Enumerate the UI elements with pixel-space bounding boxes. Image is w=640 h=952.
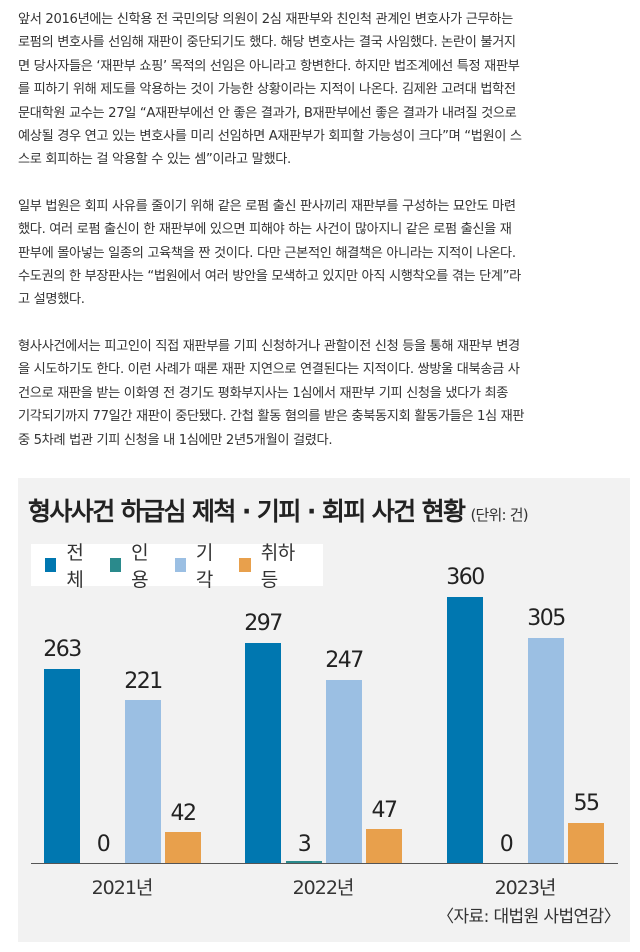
bar-label-2021-rejected: 221 [124, 669, 163, 694]
bar-2021-rejected [125, 700, 161, 863]
bar-label-2023-rejected: 305 [527, 606, 566, 631]
text-line: 수도권의 한 부장판사는 “법원에서 여러 방안을 모색하고 있지만 아직 시행… [18, 269, 521, 285]
chart-panel: 형사사건 하급심 제척 · 기피 · 회피 사건 현황 (단위: 건) 전체 인용… [18, 478, 630, 942]
text-line: 문대학원 교수는 27일 “A재판부에선 안 좋은 결과가, B재판부에선 좋은… [18, 105, 517, 121]
bar-2023-rejected [528, 638, 564, 863]
text-line: 앞서 2016년에는 신학용 전 국민의당 의원이 2심 재판부와 친인척 관계… [18, 12, 513, 27]
chart-title: 형사사건 하급심 제척 · 기피 · 회피 사건 현황 (단위: 건) [28, 492, 529, 528]
legend-label: 인용 [131, 542, 149, 591]
legend-item-total: 전체 [45, 538, 94, 592]
text-line: 형사사건에서는 피고인이 직접 재판부를 기피 신청하거나 관할이전 신청 등을… [18, 338, 520, 354]
bar-label-2022-withdrawn: 47 [371, 798, 399, 823]
text-line: 를 피하기 위해 제도를 악용하는 것이 가능한 상황이라는 지적이 나온다. … [18, 82, 516, 98]
legend-label: 전체 [66, 542, 84, 591]
chart-unit: (단위: 건) [470, 506, 528, 524]
year-label-2022: 2022년 [292, 877, 355, 899]
text-line: 을 시도하기도 한다. 이런 사례가 때론 재판 지연으로 연결된다는 지적이다… [18, 362, 520, 378]
text-line: 고 설명했다. [18, 292, 85, 308]
year-label-2021: 2021년 [91, 877, 154, 899]
text-line: 판부에 몰아넣는 일종의 고육책을 짠 것이다. 다만 근본적인 해결책은 아니… [18, 245, 516, 261]
legend-swatch-icon [45, 558, 57, 572]
bar-label-2021-withdrawn: 42 [170, 801, 198, 826]
bar-label-2023-total: 360 [446, 565, 485, 590]
text-line: 예상될 경우 연고 있는 변호사를 미리 선임하면 A재판부가 회피할 가능성이… [18, 129, 522, 145]
legend-item-granted: 인용 [109, 538, 159, 592]
bar-2022-rejected [326, 680, 362, 863]
bar-2022-total [245, 643, 281, 863]
chart-plot-area: 263 0 221 42 2021년 297 3 247 47 2022년 36… [18, 478, 630, 942]
chart-legend: 전체 인용 기각 취하 등 [31, 542, 323, 591]
bar-2021-withdrawn [165, 832, 201, 863]
bar-label-2022-total: 297 [244, 611, 283, 636]
text-line: 했다. 여러 로펌 출신이 한 재판부에 있으면 피해야 하는 사건이 많아지니… [18, 222, 512, 238]
bar-2022-withdrawn [366, 829, 402, 863]
legend-swatch-icon [109, 558, 122, 572]
bar-label-2023-granted: 0 [499, 832, 514, 857]
bar-label-2021-granted: 0 [96, 832, 111, 857]
chart-baseline [31, 863, 618, 864]
article-paragraph-3: 형사사건에서는 피고인이 직접 재판부를 기피 신청하거나 관할이전 신청 등을… [18, 335, 628, 452]
bar-2021-total [44, 669, 80, 863]
article-body: 앞서 2016년에는 신학용 전 국민의당 의원이 2심 재판부와 친인척 관계… [18, 8, 628, 475]
bar-label-2022-granted: 3 [297, 832, 312, 857]
year-label-2023: 2023년 [494, 877, 557, 899]
text-line: 기각되기까지 77일간 재판이 중단됐다. 간첩 활동 혐의를 받은 충북동지회… [18, 409, 525, 425]
bar-2022-granted [286, 861, 322, 863]
bar-label-2023-withdrawn: 55 [573, 791, 601, 816]
chart-source: 〈자료: 대법원 사법연감〉 [437, 907, 621, 927]
text-line: 면 당사자들은 ‘재판부 쇼핑’ 목적의 선임은 아니라고 항변한다. 하지만 … [18, 58, 520, 74]
text-line: 건으로 재판을 받는 이화영 전 경기도 평화부지사는 1심에서 재판부 기피 … [18, 385, 509, 401]
bar-2023-withdrawn [568, 823, 604, 863]
legend-swatch-icon [174, 558, 186, 572]
chart-title-text: 형사사건 하급심 제척 · 기피 · 회피 사건 현황 [28, 497, 466, 526]
text-line: 로펌의 변호사를 선임해 재판이 중단되기도 했다. 해당 변호사는 결국 사임… [18, 35, 516, 51]
text-line: 일부 법원은 회피 사유를 줄이기 위해 같은 로펌 출신 판사끼리 재판부를 … [18, 198, 516, 214]
legend-label: 취하 등 [260, 542, 295, 591]
bar-label-2021-total: 263 [43, 637, 82, 662]
bar-2023-total [447, 597, 483, 863]
article-paragraph-2: 일부 법원은 회피 사유를 줄이기 위해 같은 로펌 출신 판사끼리 재판부를 … [18, 195, 628, 312]
legend-label: 기각 [195, 542, 213, 591]
legend-swatch-icon [239, 558, 251, 572]
article-paragraph-1: 앞서 2016년에는 신학용 전 국민의당 의원이 2심 재판부와 친인척 관계… [18, 8, 628, 172]
text-line: 중 5차례 법관 기피 신청을 내 1심에만 2년5개월이 걸렸다. [18, 432, 333, 448]
text-line: 스로 회피하는 걸 악용할 수 있는 셈”이라고 말했다. [18, 152, 291, 168]
bar-label-2022-rejected: 247 [325, 648, 364, 673]
legend-item-withdrawn: 취하 등 [239, 538, 307, 592]
legend-item-rejected: 기각 [174, 538, 224, 592]
